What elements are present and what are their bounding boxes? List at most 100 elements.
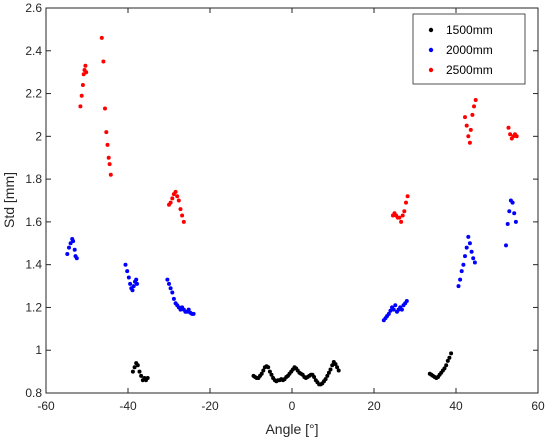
data-point — [103, 106, 107, 111]
data-point — [468, 127, 473, 132]
data-point — [186, 307, 191, 312]
data-point — [464, 123, 469, 128]
y-axis-label: Std [mm] — [1, 172, 17, 228]
data-point — [472, 104, 476, 109]
data-point — [325, 373, 330, 378]
legend: 1500mm 2000mm 2500mm — [412, 13, 526, 85]
data-point — [101, 59, 106, 64]
data-point — [463, 254, 467, 259]
data-point — [72, 247, 77, 252]
data-point — [108, 172, 113, 177]
data-point — [67, 245, 71, 250]
data-point — [400, 213, 405, 218]
data-point — [137, 369, 142, 374]
data-point — [447, 355, 452, 360]
data-point — [176, 198, 181, 203]
data-point — [135, 363, 140, 368]
x-tick-label: -20 — [201, 399, 219, 413]
y-tick-label: 2.2 — [25, 87, 42, 101]
data-point — [123, 262, 128, 267]
data-point — [170, 196, 175, 201]
data-point — [456, 284, 461, 289]
data-point — [312, 375, 317, 379]
data-point — [471, 256, 476, 261]
data-point — [131, 284, 136, 289]
data-point — [105, 142, 110, 147]
data-point — [83, 63, 88, 68]
data-point — [449, 351, 454, 356]
x-tick-label: -40 — [119, 399, 137, 413]
data-point — [132, 365, 137, 370]
y-tick-label: 1.8 — [25, 172, 42, 186]
data-point — [99, 35, 104, 40]
data-point — [336, 368, 341, 373]
data-point — [512, 211, 517, 216]
data-point — [261, 368, 266, 373]
data-point — [145, 376, 150, 380]
data-point — [65, 252, 70, 256]
x-tick-label: 60 — [531, 399, 545, 413]
series-1500mm — [130, 351, 454, 387]
data-point — [444, 363, 449, 368]
data-point — [80, 83, 85, 87]
legend-marker — [428, 47, 434, 53]
data-point — [510, 200, 515, 205]
y-tick-label: 1.2 — [25, 300, 42, 314]
data-point — [74, 256, 79, 261]
points-layer — [65, 35, 519, 387]
x-tick-label: 0 — [289, 399, 296, 413]
data-point — [326, 370, 331, 375]
data-point — [466, 234, 471, 239]
data-point — [386, 311, 391, 316]
data-point — [472, 260, 477, 265]
y-tick-label: 1.4 — [25, 258, 42, 272]
data-point — [402, 209, 407, 214]
data-point — [506, 125, 511, 130]
data-point — [467, 241, 472, 246]
data-point — [191, 311, 196, 316]
data-point — [79, 93, 84, 98]
data-point — [470, 112, 475, 117]
data-point — [405, 194, 410, 199]
data-point — [180, 213, 185, 218]
data-point — [459, 269, 464, 274]
data-point — [104, 130, 109, 135]
data-point — [134, 277, 139, 282]
data-point — [126, 275, 131, 280]
y-tick-label: 2.6 — [25, 1, 42, 15]
x-axis-label: Angle [°] — [265, 421, 318, 437]
data-point — [266, 365, 271, 370]
data-point — [504, 243, 508, 248]
data-point — [399, 307, 404, 312]
x-tick-label: 20 — [367, 399, 381, 413]
data-point — [399, 219, 404, 224]
data-point — [333, 362, 338, 367]
series-2500mm — [78, 35, 519, 224]
data-point — [458, 277, 463, 282]
data-point — [404, 299, 409, 303]
legend-entry: 1500mm — [446, 23, 493, 37]
y-tick-label: 2.4 — [25, 44, 42, 58]
y-tick-label: 1.6 — [25, 215, 42, 229]
data-point — [135, 281, 139, 286]
data-point — [84, 70, 89, 75]
data-point — [267, 369, 272, 374]
data-point — [445, 358, 450, 363]
data-point — [397, 215, 402, 220]
data-point — [388, 308, 393, 313]
data-point — [508, 132, 513, 137]
data-point — [269, 372, 274, 377]
data-point — [106, 155, 111, 160]
data-point — [469, 249, 474, 254]
legend-marker — [428, 67, 434, 73]
legend-entry: 2500mm — [446, 63, 493, 77]
y-tick-label: 2 — [35, 129, 42, 143]
data-point — [463, 115, 467, 120]
data-point — [473, 98, 478, 102]
data-point — [168, 286, 173, 291]
x-tick-label: -60 — [37, 399, 55, 413]
data-point — [167, 281, 171, 286]
data-point — [173, 189, 178, 194]
series-2000mm — [65, 198, 518, 323]
